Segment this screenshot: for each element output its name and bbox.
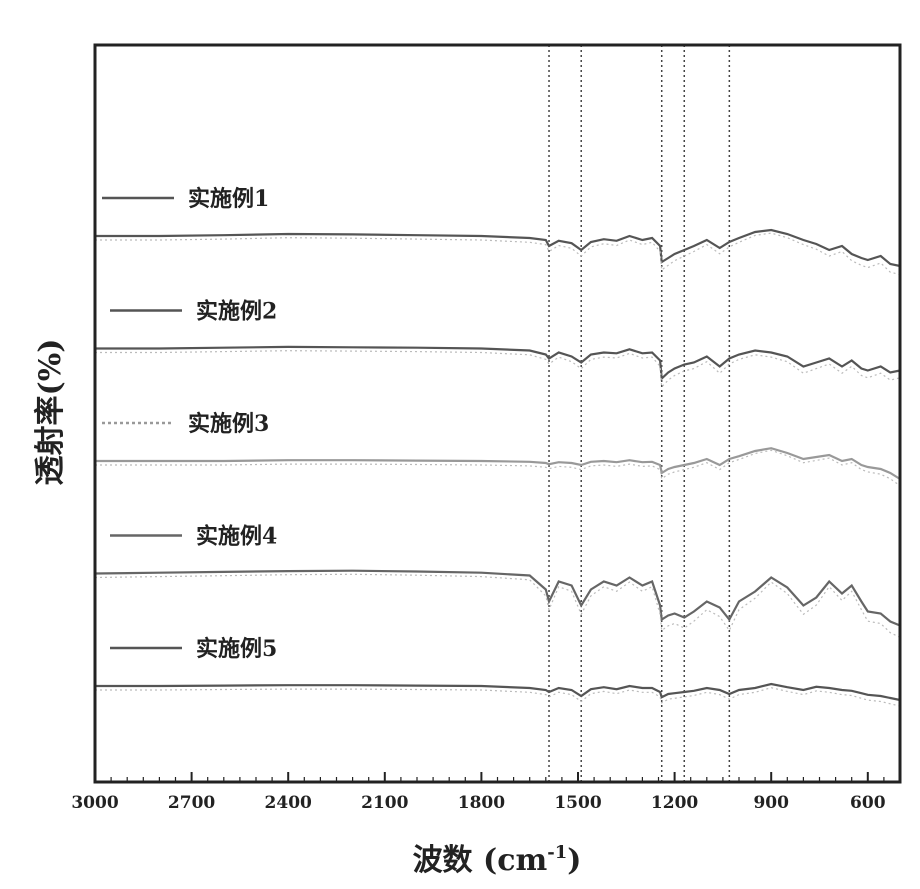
legend: 实施例1 实施例2 实施例3 实施例4 实施例5 xyxy=(102,186,277,662)
x-tick-label: 900 xyxy=(753,793,789,813)
legend-label: 实施例2 xyxy=(196,299,277,325)
series-trace xyxy=(95,351,900,387)
y-axis-title: 透射率(%) xyxy=(33,339,68,486)
series-trace xyxy=(95,688,900,706)
series-trace xyxy=(95,450,900,485)
x-axis-title-superscript: -1 xyxy=(547,842,567,863)
series-line xyxy=(95,448,900,479)
x-axis-title-main: 波数 (cm xyxy=(413,843,548,878)
series-trace xyxy=(95,233,900,274)
x-tick-label: 1500 xyxy=(554,793,601,813)
x-axis-title: 波数 (cm-1) xyxy=(413,842,582,878)
x-tick-label: 2400 xyxy=(265,793,312,813)
reference-lines xyxy=(549,45,729,782)
legend-label: 实施例1 xyxy=(188,186,269,212)
x-axis-ticks: 3000 2700 2400 2100 1800 1500 1200 900 600 xyxy=(71,772,885,813)
x-tick-label: 3000 xyxy=(71,793,118,813)
x-tick-label: 600 xyxy=(850,793,886,813)
x-tick-label: 1200 xyxy=(651,793,698,813)
legend-label: 实施例3 xyxy=(188,411,269,437)
x-tick-label: 2700 xyxy=(168,793,215,813)
legend-label: 实施例4 xyxy=(196,524,277,550)
x-tick-label: 2100 xyxy=(361,793,408,813)
series-line xyxy=(95,684,900,700)
series-line xyxy=(95,571,900,626)
x-axis-title-tail: ) xyxy=(567,843,581,878)
legend-label: 实施例5 xyxy=(196,636,277,662)
x-tick-label: 1800 xyxy=(458,793,505,813)
